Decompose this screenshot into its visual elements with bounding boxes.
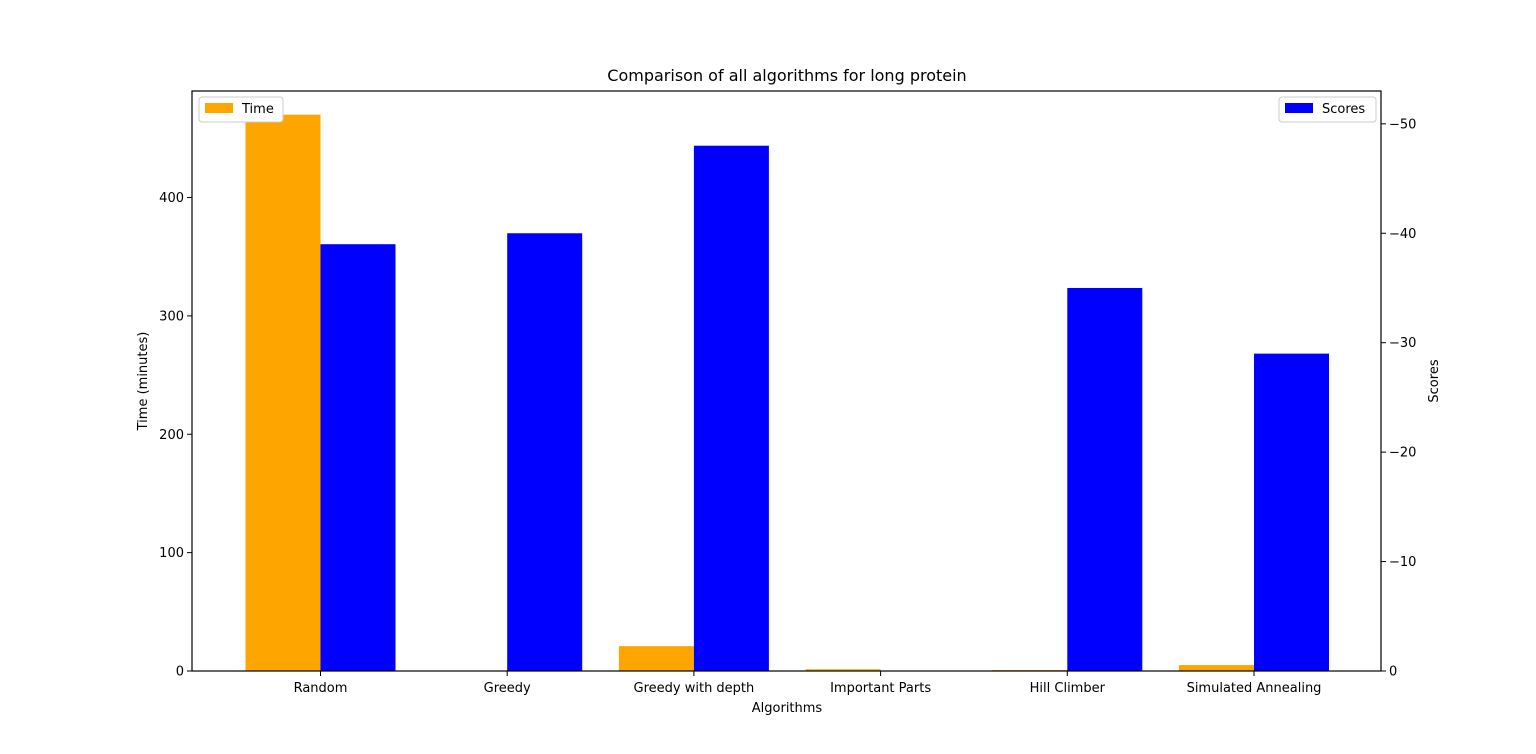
y-left-tick-label: 300 [159,309,184,324]
y-right-tick-label: −40 [1389,227,1416,242]
x-tick-label: Simulated Annealing [1187,681,1322,696]
legend-scores: Scores [1278,96,1377,123]
bar-time [1179,665,1254,671]
chart-title: Comparison of all algorithms for long pr… [607,66,966,85]
y-left-tick-label: 200 [159,428,184,443]
legend-time-swatch [205,103,233,113]
y-right-tick-label: −10 [1389,555,1416,570]
x-axis: Random Greedy Greedy with depth Important P… [294,671,1322,696]
y-left-tick-label: 400 [159,191,184,206]
x-axis-label: Algorithms [752,701,823,716]
legend-time-label: Time [241,102,274,117]
y-right-tick-label: 0 [1389,665,1397,680]
legend-scores-label: Scores [1322,102,1365,117]
x-tick-label: Important Parts [830,681,931,696]
y-right-tick-label: −30 [1389,336,1416,351]
bars-layer [245,114,1329,672]
y-axis-right-label: Scores [1427,359,1442,402]
bar-scores [1254,353,1329,671]
x-tick-label: Greedy [484,681,531,696]
x-tick-label: Hill Climber [1030,681,1106,696]
y-left-tick-label: 0 [176,665,184,680]
plot-frame [191,90,1382,672]
x-tick-label: Random [294,681,348,696]
y-left-tick-label: 100 [159,546,184,561]
y-right-tick-label: −20 [1389,446,1416,461]
y-right-tick-label: −50 [1389,117,1416,132]
bar-scores [693,145,769,671]
bar-time [245,114,321,672]
bar-scores [507,233,583,671]
y-axis-right: 0 −10 −20 −30 −40 −50 [1381,117,1416,680]
x-tick-label: Greedy with depth [634,681,755,696]
bar-scores [320,244,396,671]
bar-time [805,669,881,671]
legend-scores-swatch [1285,103,1313,113]
bar-scores [1067,287,1143,671]
legend-time: Time [198,96,284,123]
bar-time [618,646,694,671]
y-axis-left-label: Time (minutes) [136,332,151,432]
y-axis-left: 0 100 200 300 400 [159,191,192,680]
